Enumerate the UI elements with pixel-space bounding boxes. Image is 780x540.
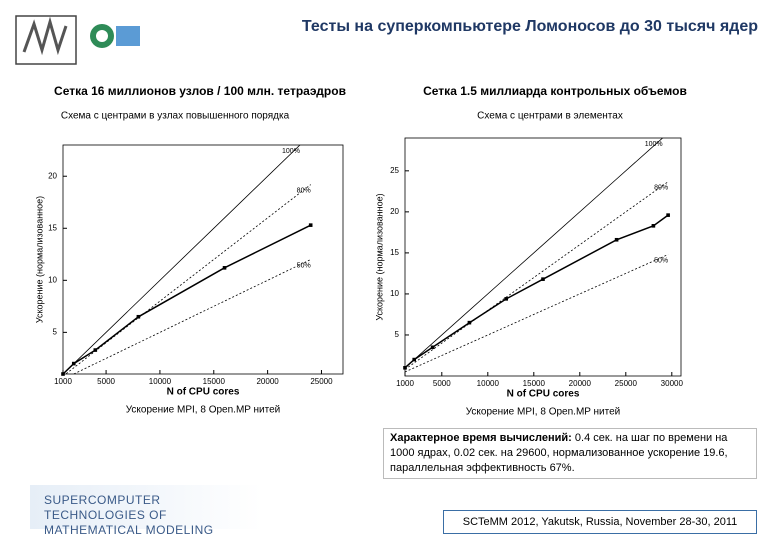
marker — [430, 345, 435, 350]
line-label: 80% — [297, 187, 311, 194]
y-tick-label: 20 — [390, 207, 399, 216]
y-tick-label: 10 — [48, 275, 57, 284]
marker — [308, 223, 313, 227]
x-tick-label: 10000 — [149, 377, 172, 386]
x-tick-label: 25000 — [310, 377, 333, 386]
plot-frame — [404, 137, 682, 377]
chart-subtitle: Схема с центрами в элементах — [477, 111, 623, 122]
line-label: 100% — [645, 141, 663, 148]
x-tick-label: 20000 — [256, 377, 279, 386]
marker — [504, 297, 508, 301]
banner-line: SUPERCOMPUTER TECHNOLOGIES OF — [44, 493, 167, 522]
line-label: 80% — [654, 185, 668, 192]
note-box: Характерное время вычислений: 0.4 сек. н… — [383, 428, 757, 479]
series-line — [405, 214, 669, 369]
line-label: 50% — [654, 257, 668, 264]
chart-subtitle: Схема с центрами в узлах повышенного пор… — [61, 111, 290, 122]
marker — [541, 277, 545, 281]
y-tick-label: 5 — [395, 330, 400, 339]
series-line — [405, 254, 669, 373]
y-axis-label: Ускорение (нормализованное) — [374, 193, 384, 320]
x-tick-label: 1000 — [396, 379, 414, 388]
marker — [666, 213, 670, 217]
slide-title: Тесты на суперкомпьютере Ломоносов до 30… — [301, 18, 758, 35]
marker — [222, 266, 227, 270]
y-tick-label: 15 — [390, 248, 399, 257]
x-tick-label: 30000 — [661, 379, 684, 388]
note-text: 0.4 сек. на шаг по времени на 1000 ядрах… — [390, 432, 728, 474]
banner-text: SUPERCOMPUTER TECHNOLOGIES OF MATHEMATICA… — [30, 485, 262, 538]
series-line — [405, 181, 669, 370]
x-axis-label: N of CPU cores — [167, 387, 240, 398]
series-line — [405, 138, 664, 369]
x-tick-label: 15000 — [523, 379, 546, 388]
y-axis-label: Ускорение (нормализованное) — [34, 196, 44, 323]
series-line — [65, 184, 311, 374]
series-caption: Ускорение MPI, 8 Open.MP нитей — [466, 407, 621, 418]
y-tick-label: 5 — [53, 327, 58, 336]
x-tick-label: 10000 — [477, 379, 500, 388]
banner: SUPERCOMPUTER TECHNOLOGIES OF MATHEMATICA… — [30, 485, 262, 537]
line-label: 100% — [282, 148, 300, 155]
series-line — [72, 259, 311, 374]
marker — [467, 320, 472, 325]
x-axis-label: N of CPU cores — [507, 389, 580, 400]
y-tick-label: 25 — [390, 166, 399, 175]
y-tick-label: 15 — [48, 223, 57, 232]
marker — [136, 314, 141, 319]
marker — [614, 237, 619, 242]
x-tick-label: 15000 — [203, 377, 226, 386]
series-caption: Ускорение MPI, 8 Open.MP нитей — [126, 405, 281, 416]
logo — [15, 15, 140, 65]
x-tick-label: 5000 — [433, 379, 451, 388]
plot-frame — [62, 144, 344, 375]
x-tick-label: 1000 — [54, 377, 72, 386]
x-tick-label: 20000 — [569, 379, 592, 388]
y-tick-label: 20 — [48, 171, 57, 180]
series-line — [63, 224, 312, 374]
note-label: Характерное время вычислений: — [390, 432, 572, 444]
marker — [651, 224, 656, 228]
chart-title: Сетка 1.5 миллиарда контрольных объемов — [423, 84, 687, 98]
y-tick-label: 10 — [390, 289, 399, 298]
marker — [93, 348, 98, 352]
chart-title: Сетка 16 миллионов узлов / 100 млн. тетр… — [54, 84, 346, 98]
x-tick-label: 5000 — [97, 377, 115, 386]
footer: SCTeMM 2012, Yakutsk, Russia, November 2… — [443, 510, 757, 534]
x-tick-label: 25000 — [615, 379, 638, 388]
line-label: 50% — [297, 262, 311, 269]
banner-line: MATHEMATICAL MODELING — [44, 523, 214, 537]
series-line — [63, 145, 301, 374]
